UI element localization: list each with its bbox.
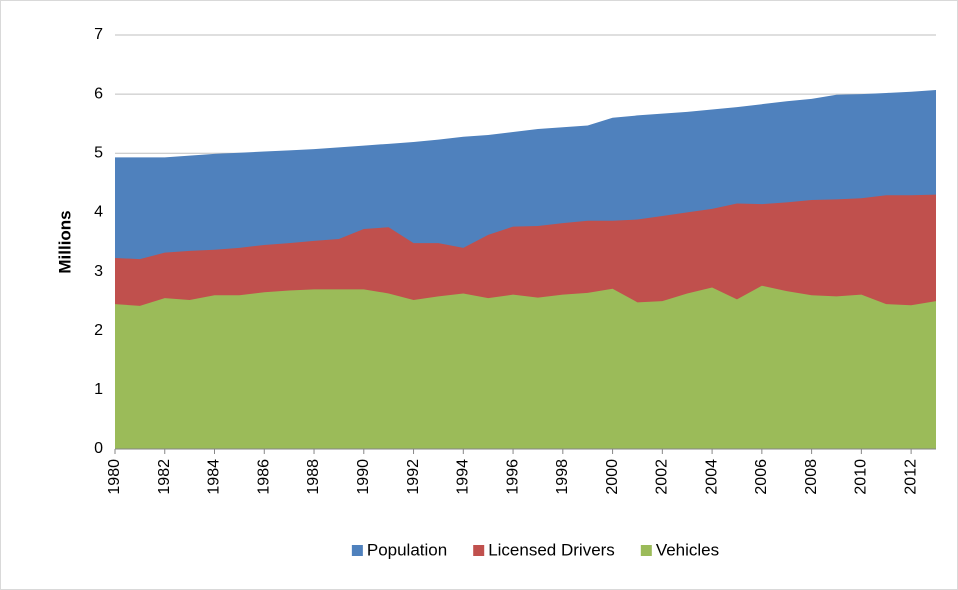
x-tick-label: 1982 bbox=[156, 459, 173, 495]
legend-label: Population bbox=[367, 540, 447, 559]
x-tick-label: 1998 bbox=[554, 459, 571, 495]
x-tick-label: 1990 bbox=[355, 459, 372, 495]
y-tick-label: 5 bbox=[94, 145, 103, 162]
x-tick-label: 2012 bbox=[902, 459, 919, 495]
x-tick-label: 2002 bbox=[654, 459, 671, 495]
x-tick-label: 2004 bbox=[703, 459, 720, 495]
area bbox=[115, 285, 936, 449]
legend-swatch bbox=[640, 545, 652, 556]
y-tick-label: 1 bbox=[94, 381, 103, 398]
y-tick-label: 0 bbox=[94, 440, 103, 457]
x-tick-label: 2010 bbox=[853, 459, 870, 495]
y-tick-label: 4 bbox=[94, 204, 103, 221]
legend-label: Vehicles bbox=[656, 540, 719, 559]
x-tick-label: 1986 bbox=[255, 459, 272, 495]
x-tick-label: 1988 bbox=[305, 459, 322, 495]
legend-swatch bbox=[473, 545, 485, 556]
y-axis-label: Millions bbox=[55, 210, 74, 273]
y-tick-label: 7 bbox=[94, 26, 103, 43]
x-tick-label: 1996 bbox=[504, 459, 521, 495]
x-tick-label: 2008 bbox=[803, 459, 820, 495]
legend-label: Licensed Drivers bbox=[488, 540, 615, 559]
x-tick-label: 2006 bbox=[753, 459, 770, 495]
x-tick-label: 1980 bbox=[106, 459, 123, 495]
x-tick-label: 1994 bbox=[455, 459, 472, 495]
x-tick-label: 1984 bbox=[206, 459, 223, 495]
y-tick-label: 6 bbox=[94, 85, 103, 102]
y-tick-label: 3 bbox=[94, 263, 103, 280]
y-tick-label: 2 bbox=[94, 322, 103, 339]
x-tick-label: 1992 bbox=[405, 459, 422, 495]
x-tick-label: 2000 bbox=[604, 459, 621, 495]
legend-swatch bbox=[351, 545, 363, 556]
